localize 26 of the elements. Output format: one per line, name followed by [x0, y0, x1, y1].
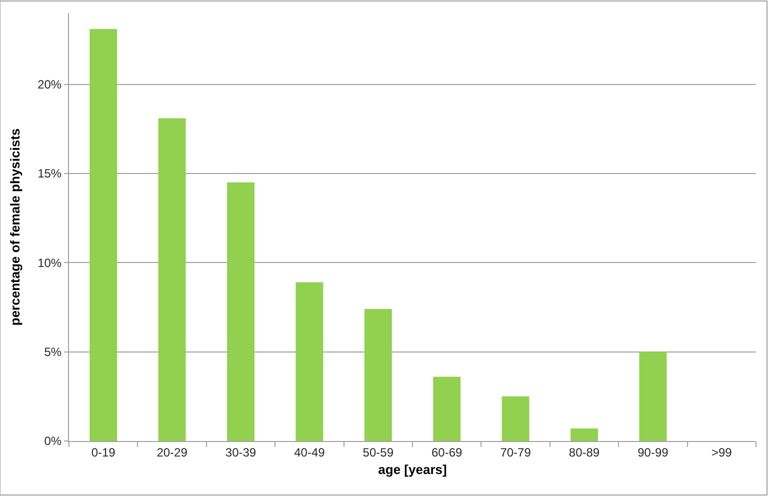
x-tick-label: 20-29 [156, 445, 188, 460]
x-tick-label: 0-19 [91, 445, 116, 460]
y-tick-label: 0% [44, 434, 62, 448]
x-tick-label: 50-59 [362, 445, 394, 460]
bar [570, 428, 598, 441]
y-tick-label: 20% [38, 78, 62, 92]
y-tick-label: 10% [38, 256, 62, 270]
y-tick-label: 5% [44, 345, 62, 360]
x-tick-label: 30-39 [225, 445, 256, 460]
bar [433, 376, 461, 441]
bar [296, 282, 324, 441]
x-tick-label: 80-89 [568, 445, 600, 460]
bar [90, 29, 118, 441]
bar [502, 396, 530, 441]
bar [364, 309, 392, 441]
bar [639, 352, 667, 441]
bar [227, 182, 254, 441]
y-tick-label: 15% [38, 166, 62, 181]
x-tick-label: 90-99 [638, 445, 669, 460]
x-tick-label: 60-69 [432, 445, 463, 460]
x-tick-label: 40-49 [294, 445, 326, 460]
x-tick-label: 70-79 [500, 445, 532, 460]
x-axis-title: age [years] [378, 462, 447, 477]
x-tick-label: >99 [711, 445, 732, 460]
y-axis-title: percentage of female physicists [8, 128, 23, 326]
bar [158, 118, 186, 441]
